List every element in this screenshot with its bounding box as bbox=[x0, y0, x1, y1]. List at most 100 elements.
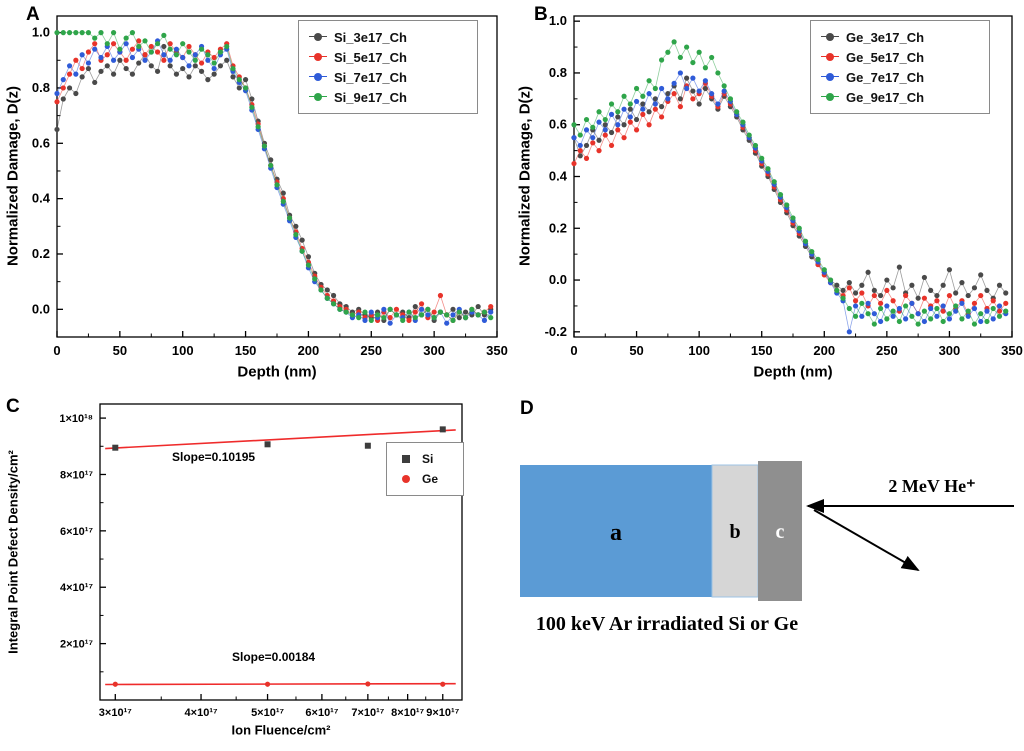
legend-item: Ge bbox=[397, 469, 453, 489]
svg-text:0: 0 bbox=[53, 343, 60, 358]
legend-label: Si_5e17_Ch bbox=[334, 49, 407, 65]
svg-text:0.8: 0.8 bbox=[32, 80, 50, 95]
legend-item: Ge_3e17_Ch bbox=[821, 27, 979, 47]
series-marker-icon bbox=[821, 52, 839, 62]
svg-text:100: 100 bbox=[688, 343, 710, 358]
legend-item: Si_7e17_Ch bbox=[309, 67, 467, 87]
svg-text:350: 350 bbox=[1001, 343, 1023, 358]
panel-c-x-axis-label: Ion Fluence/cm² bbox=[231, 722, 331, 738]
svg-text:1×10¹⁸: 1×10¹⁸ bbox=[59, 413, 93, 425]
svg-text:250: 250 bbox=[360, 343, 382, 358]
layer-c-letter: c bbox=[776, 521, 785, 543]
layer-a-letter: a bbox=[610, 520, 622, 546]
svg-text:200: 200 bbox=[813, 343, 835, 358]
legend-item: Ge_9e17_Ch bbox=[821, 87, 979, 107]
panel-a-label: A bbox=[26, 4, 40, 25]
svg-text:0.2: 0.2 bbox=[549, 220, 567, 235]
beam-energy-label: 2 MeV He⁺ bbox=[888, 476, 975, 496]
legend-label: Ge_5e17_Ch bbox=[846, 49, 925, 65]
legend-label: Ge bbox=[422, 472, 439, 486]
legend-label: Si_3e17_Ch bbox=[334, 29, 407, 45]
svg-text:9×10¹⁷: 9×10¹⁷ bbox=[426, 707, 459, 719]
svg-text:8×10¹⁷: 8×10¹⁷ bbox=[391, 707, 424, 719]
series-marker-icon bbox=[309, 52, 327, 62]
panel-b-x-axis-label: Depth (nm) bbox=[753, 363, 833, 381]
svg-text:0.8: 0.8 bbox=[549, 65, 567, 80]
legend-item: Ge_5e17_Ch bbox=[821, 47, 979, 67]
legend-item: Si bbox=[397, 449, 453, 469]
backscattered-beam-arrow bbox=[813, 509, 920, 571]
svg-text:6×10¹⁷: 6×10¹⁷ bbox=[305, 707, 338, 719]
svg-text:0.6: 0.6 bbox=[549, 117, 567, 132]
legend-label: Ge_7e17_Ch bbox=[846, 69, 925, 85]
series-marker-icon bbox=[821, 32, 839, 42]
panel-c: C Integral Point Defect Density/cm² Ion … bbox=[0, 392, 512, 746]
chart-c-canvas: 3×10¹⁷ 4×10¹⁷ 5×10¹⁷ 6×10¹⁷ 7×10¹⁷ 8×10¹⁷ 9×10… bbox=[59, 403, 463, 719]
chart-a-canvas: 0 50 100 150 200 250 300 350 0.0 0.2 0.4 0.6 0.8 1.0 bbox=[32, 15, 508, 358]
panel-a-legend: Si_3e17_Ch Si_5e17_Ch Si_7e17_Ch Si_9e17… bbox=[298, 20, 478, 114]
panel-b-legend: Ge_3e17_Ch Ge_5e17_Ch Ge_7e17_Ch Ge_9e17… bbox=[810, 20, 990, 114]
panel-d-schematic: a b c 2 MeV He⁺ 100 keV Ar irradiated Si… bbox=[520, 461, 1014, 635]
svg-text:1.0: 1.0 bbox=[549, 13, 567, 28]
legend-label: Ge_9e17_Ch bbox=[846, 89, 925, 105]
svg-text:0.6: 0.6 bbox=[32, 135, 50, 150]
slope-annotation-ge: Slope=0.00184 bbox=[232, 650, 316, 664]
svg-text:2×10¹⁷: 2×10¹⁷ bbox=[60, 639, 93, 651]
svg-text:4×10¹⁷: 4×10¹⁷ bbox=[60, 582, 93, 594]
legend-label: Ge_3e17_Ch bbox=[846, 29, 925, 45]
series-marker-icon bbox=[309, 92, 327, 102]
series-marker-icon bbox=[397, 454, 415, 464]
svg-text:-0.2: -0.2 bbox=[545, 324, 567, 339]
svg-text:1.0: 1.0 bbox=[32, 25, 50, 40]
legend-label: Si bbox=[422, 452, 434, 466]
svg-text:6×10¹⁷: 6×10¹⁷ bbox=[60, 526, 93, 538]
panel-b-label: B bbox=[534, 4, 548, 25]
legend-item: Si_9e17_Ch bbox=[309, 87, 467, 107]
legend-item: Si_5e17_Ch bbox=[309, 47, 467, 67]
chart-b-canvas: 0 50 100 150 200 250 300 350 -0.2 0.0 0.2 0.4 0.6 0.8… bbox=[545, 13, 1023, 358]
svg-text:50: 50 bbox=[629, 343, 643, 358]
panel-d: D a b c 2 MeV He⁺ 100 keV Ar irradiated … bbox=[512, 392, 1024, 746]
series-marker-icon bbox=[397, 474, 415, 484]
panel-c-legend: Si Ge bbox=[386, 442, 464, 496]
layer-a-rect bbox=[520, 465, 712, 597]
svg-text:350: 350 bbox=[486, 343, 508, 358]
svg-text:0: 0 bbox=[570, 343, 577, 358]
svg-text:300: 300 bbox=[939, 343, 961, 358]
legend-item: Ge_7e17_Ch bbox=[821, 67, 979, 87]
panel-c-label: C bbox=[6, 396, 20, 417]
svg-text:200: 200 bbox=[298, 343, 320, 358]
legend-item: Si_3e17_Ch bbox=[309, 27, 467, 47]
svg-text:0.4: 0.4 bbox=[549, 169, 568, 184]
series-marker-icon bbox=[309, 72, 327, 82]
svg-text:0.2: 0.2 bbox=[32, 246, 50, 261]
panel-d-caption: 100 keV Ar irradiated Si or Ge bbox=[536, 613, 798, 635]
svg-text:0.0: 0.0 bbox=[549, 272, 567, 287]
panel-b: B Normalized Damage, D(z) Depth (nm) 0 50… bbox=[512, 0, 1024, 392]
panel-a-x-axis-label: Depth (nm) bbox=[237, 363, 317, 381]
slope-annotation-si: Slope=0.10195 bbox=[172, 450, 256, 464]
svg-text:3×10¹⁷: 3×10¹⁷ bbox=[99, 707, 132, 719]
svg-text:150: 150 bbox=[235, 343, 257, 358]
series-marker-icon bbox=[821, 72, 839, 82]
svg-text:5×10¹⁷: 5×10¹⁷ bbox=[251, 707, 284, 719]
svg-text:4×10¹⁷: 4×10¹⁷ bbox=[185, 707, 218, 719]
layer-c-rect bbox=[758, 461, 802, 601]
svg-text:300: 300 bbox=[423, 343, 445, 358]
series-marker-icon bbox=[821, 92, 839, 102]
svg-text:0.4: 0.4 bbox=[32, 191, 51, 206]
legend-label: Si_9e17_Ch bbox=[334, 89, 407, 105]
svg-text:7×10¹⁷: 7×10¹⁷ bbox=[351, 707, 384, 719]
layer-b-rect bbox=[711, 464, 759, 598]
legend-label: Si_7e17_Ch bbox=[334, 69, 407, 85]
svg-text:50: 50 bbox=[113, 343, 127, 358]
panel-d-label: D bbox=[520, 398, 534, 419]
svg-text:250: 250 bbox=[876, 343, 898, 358]
svg-text:8×10¹⁷: 8×10¹⁷ bbox=[60, 469, 93, 481]
layer-b-letter: b bbox=[729, 521, 740, 543]
svg-text:100: 100 bbox=[172, 343, 194, 358]
svg-text:0.0: 0.0 bbox=[32, 301, 50, 316]
panel-a: A Normalized Damage, D(z) Depth (nm) 0 50… bbox=[0, 0, 512, 392]
series-marker-icon bbox=[309, 32, 327, 42]
svg-text:150: 150 bbox=[751, 343, 773, 358]
